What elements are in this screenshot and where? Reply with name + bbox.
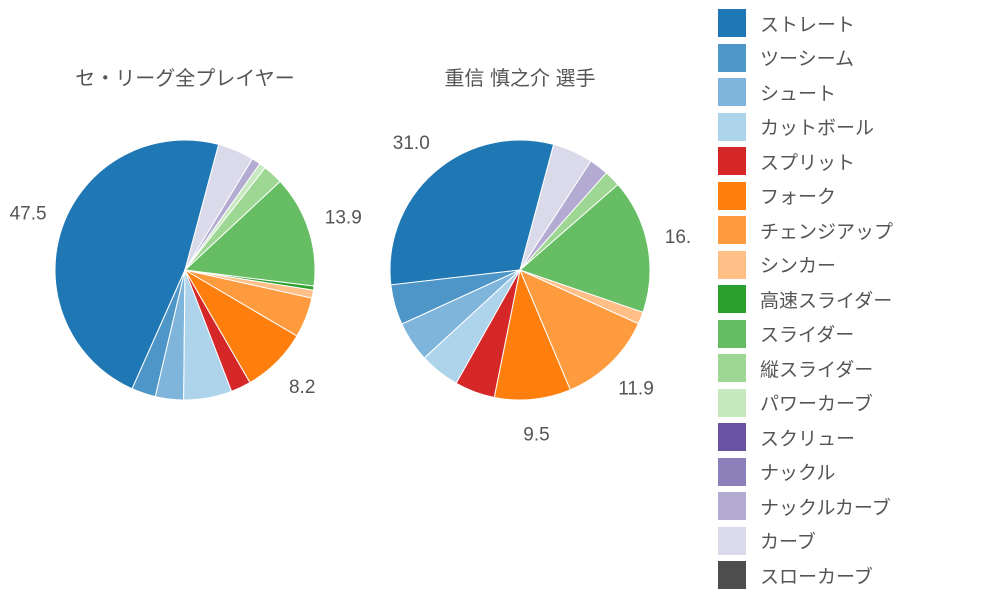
legend-label: シュート xyxy=(760,79,836,106)
legend-swatch xyxy=(718,561,746,589)
legend-item-straight: ストレート xyxy=(700,6,990,41)
legend-swatch xyxy=(718,44,746,72)
legend-swatch xyxy=(718,492,746,520)
legend-item-screw: スクリュー xyxy=(700,420,990,455)
legend-item-knuckle_curve: ナックルカーブ xyxy=(700,489,990,524)
legend-swatch xyxy=(718,354,746,382)
legend-swatch xyxy=(718,423,746,451)
legend-swatch xyxy=(718,147,746,175)
legend-label: 縦スライダー xyxy=(760,355,873,382)
slice-label-slider: 16.7 xyxy=(665,227,690,248)
legend-label: スクリュー xyxy=(760,424,855,451)
legend-swatch xyxy=(718,78,746,106)
legend-item-changeup: チェンジアップ xyxy=(700,213,990,248)
legend-item-curve: カーブ xyxy=(700,524,990,559)
legend-swatch xyxy=(718,458,746,486)
legend-item-slider: スライダー xyxy=(700,317,990,352)
legend-label: 高速スライダー xyxy=(760,286,892,313)
legend-label: スプリット xyxy=(760,148,855,175)
chart-area: セ・リーグ全プレイヤー 47.5 8.2 13.9 重信 慎之介 選手 31.0 9.5 11… xyxy=(0,0,690,600)
legend-label: カットボール xyxy=(760,113,874,140)
pie-title: 重信 慎之介 選手 xyxy=(444,67,595,90)
slice-label-straight: 31.0 xyxy=(393,133,430,154)
legend-swatch xyxy=(718,182,746,210)
slice-label-straight: 47.5 xyxy=(10,204,47,225)
legend-item-sinker: シンカー xyxy=(700,248,990,283)
slice-label-slider: 13.9 xyxy=(325,208,362,229)
legend-label: チェンジアップ xyxy=(760,217,893,244)
legend-swatch xyxy=(718,113,746,141)
legend-label: ナックルカーブ xyxy=(760,493,891,520)
legend-item-split: スプリット xyxy=(700,144,990,179)
legend-item-power_curve: パワーカーブ xyxy=(700,386,990,421)
legend-label: スローカーブ xyxy=(760,562,873,589)
pie-charts-svg: セ・リーグ全プレイヤー 47.5 8.2 13.9 重信 慎之介 選手 31.0 9.5 11… xyxy=(0,0,690,600)
legend-item-fast_slider: 高速スライダー xyxy=(700,282,990,317)
legend-swatch xyxy=(718,9,746,37)
legend-label: スライダー xyxy=(760,320,854,347)
root: { "background_color": "#ffffff", "text_c… xyxy=(0,0,1000,600)
legend-item-shoot: シュート xyxy=(700,75,990,110)
legend-item-knuckle: ナックル xyxy=(700,455,990,490)
legend-swatch xyxy=(718,251,746,279)
legend-item-fork: フォーク xyxy=(700,179,990,214)
legend-label: パワーカーブ xyxy=(760,389,873,416)
legend-label: ナックル xyxy=(760,458,835,485)
legend-label: シンカー xyxy=(760,251,836,278)
legend-label: ツーシーム xyxy=(760,44,854,71)
legend-item-vslider: 縦スライダー xyxy=(700,351,990,386)
slice-label-fork: 8.2 xyxy=(289,377,315,398)
legend-item-twoseam: ツーシーム xyxy=(700,41,990,76)
legend: ストレートツーシームシュートカットボールスプリットフォークチェンジアップシンカー… xyxy=(700,0,990,593)
legend-item-slow_curve: スローカーブ xyxy=(700,558,990,593)
pie-title: セ・リーグ全プレイヤー xyxy=(75,67,294,90)
legend-item-cutball: カットボール xyxy=(700,110,990,145)
legend-swatch xyxy=(718,320,746,348)
slice-label-changeup: 11.9 xyxy=(618,378,654,399)
legend-swatch xyxy=(718,389,746,417)
legend-label: ストレート xyxy=(760,10,855,37)
legend-label: フォーク xyxy=(760,182,836,209)
legend-label: カーブ xyxy=(760,527,816,554)
legend-swatch xyxy=(718,527,746,555)
legend-swatch xyxy=(718,285,746,313)
slice-label-fork: 9.5 xyxy=(523,425,549,446)
legend-swatch xyxy=(718,216,746,244)
